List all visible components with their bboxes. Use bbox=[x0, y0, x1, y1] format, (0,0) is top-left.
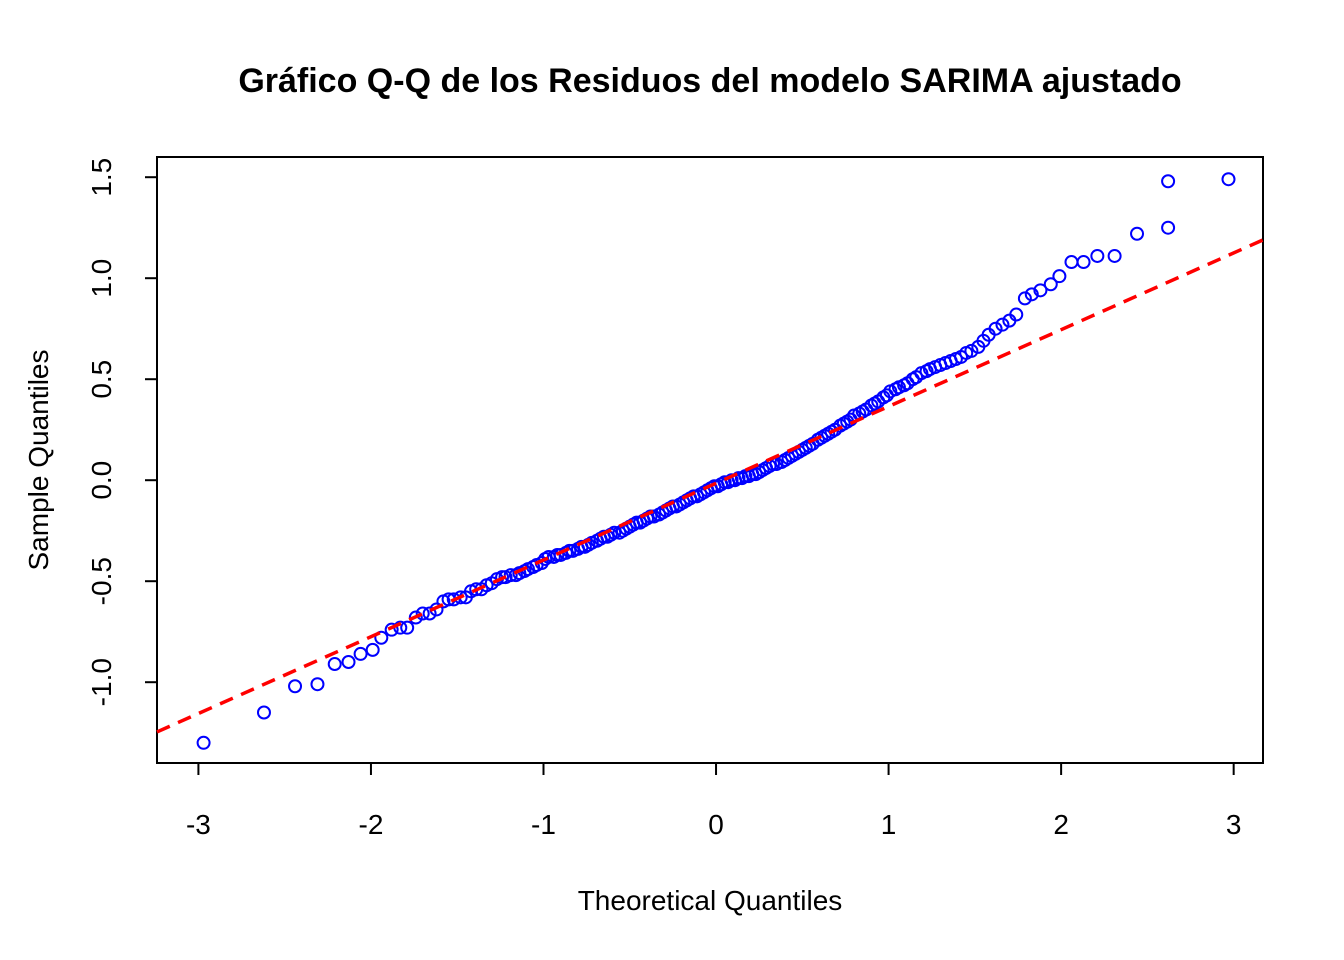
data-point bbox=[1024, 287, 1039, 302]
data-point bbox=[1076, 255, 1091, 270]
data-point bbox=[988, 321, 1003, 336]
data-point bbox=[374, 630, 389, 645]
data-point bbox=[256, 705, 271, 720]
data-point bbox=[1161, 220, 1176, 235]
data-point bbox=[327, 657, 342, 672]
reference-line bbox=[156, 238, 1264, 734]
y-tick-label: 1.0 bbox=[86, 259, 117, 298]
x-tick-label: 2 bbox=[1053, 809, 1069, 840]
data-point bbox=[503, 568, 518, 583]
x-axis: -3 -2 -1 0 1 2 3 bbox=[186, 762, 1242, 840]
x-tick-label: 0 bbox=[708, 809, 724, 840]
y-axis: -1.0 -0.5 0.0 0.5 1.0 1.5 bbox=[86, 158, 158, 706]
y-tick-label: -0.5 bbox=[86, 557, 117, 605]
data-point bbox=[995, 317, 1010, 332]
data-point bbox=[341, 655, 356, 669]
x-tick-label: -2 bbox=[359, 809, 384, 840]
data-point bbox=[384, 622, 399, 637]
x-tick-label: -1 bbox=[531, 809, 556, 840]
data-point bbox=[196, 735, 211, 750]
y-tick-label: -1.0 bbox=[86, 658, 117, 706]
data-point bbox=[288, 679, 303, 694]
data-point bbox=[1052, 269, 1067, 284]
data-point bbox=[1009, 307, 1024, 322]
data-point bbox=[1161, 174, 1176, 189]
data-point bbox=[964, 343, 979, 358]
data-point bbox=[1221, 172, 1236, 187]
data-point bbox=[1130, 226, 1145, 241]
data-point bbox=[1043, 277, 1058, 292]
data-point bbox=[422, 606, 437, 621]
data-point bbox=[1090, 248, 1105, 263]
data-point bbox=[365, 642, 380, 657]
data-point bbox=[310, 677, 325, 692]
data-point bbox=[1017, 291, 1032, 306]
data-point bbox=[1033, 283, 1048, 298]
reference-line-layer bbox=[156, 238, 1264, 734]
y-tick-label: 0.5 bbox=[86, 360, 117, 399]
y-tick-label: 0.0 bbox=[86, 461, 117, 500]
data-point bbox=[415, 606, 430, 621]
x-tick-label: 1 bbox=[881, 809, 897, 840]
x-tick-label: 3 bbox=[1226, 809, 1242, 840]
y-axis-label: Sample Quantiles bbox=[23, 349, 54, 570]
x-tick-label: -3 bbox=[186, 809, 211, 840]
data-point bbox=[353, 646, 368, 661]
data-point bbox=[400, 620, 415, 635]
x-axis-label: Theoretical Quantiles bbox=[578, 885, 843, 916]
data-point bbox=[453, 590, 468, 605]
data-point bbox=[1107, 248, 1122, 263]
y-tick-label: 1.5 bbox=[86, 158, 117, 197]
chart-title: Gráfico Q-Q de los Residuos del modelo S… bbox=[238, 62, 1181, 100]
